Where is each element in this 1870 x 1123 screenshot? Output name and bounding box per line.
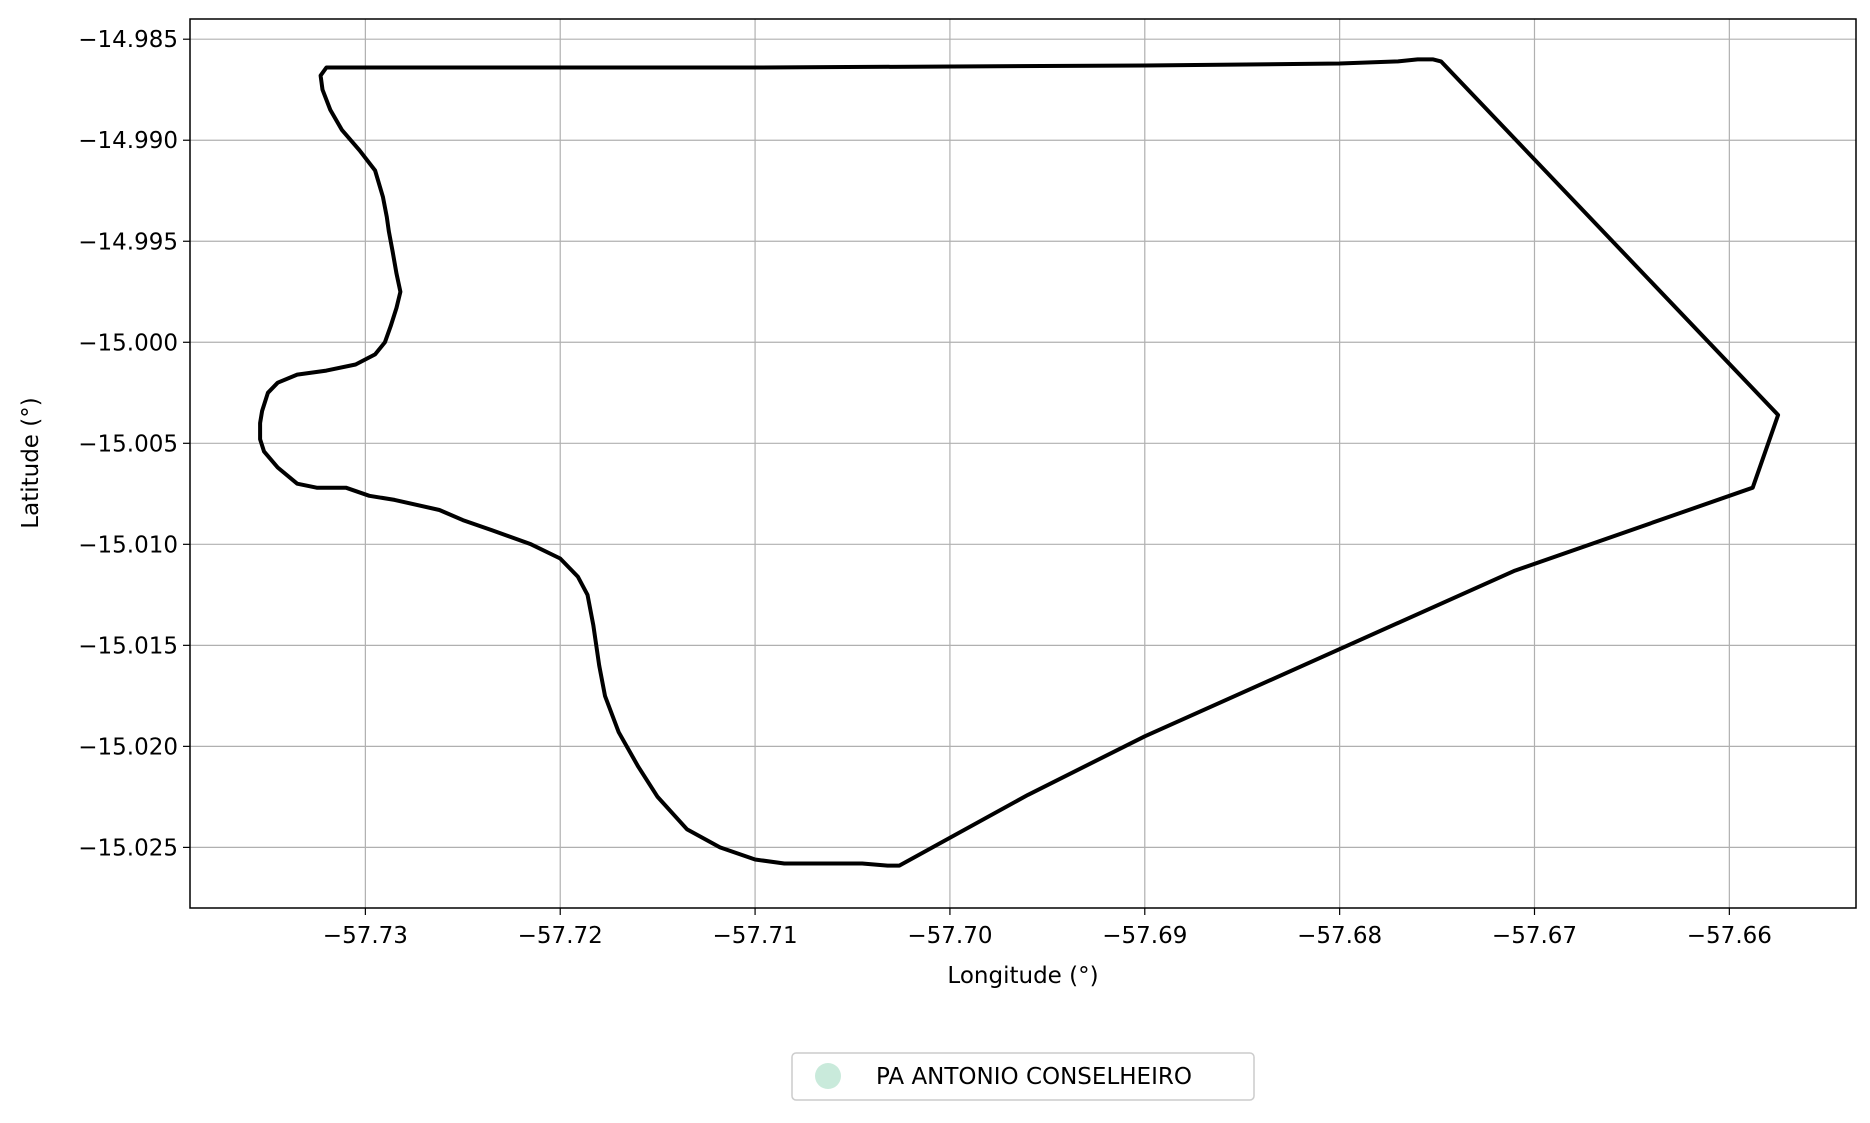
y-tick-label: −15.020 xyxy=(78,734,178,760)
boundary-outline xyxy=(258,57,1781,868)
y-tick-label: −15.000 xyxy=(78,330,178,356)
x-tick-label: −57.70 xyxy=(907,923,992,949)
y-axis-ticks: −14.985 −14.990 −14.995 −15.000 −15.005 −15.0… xyxy=(78,27,190,861)
y-tick-label: −14.995 xyxy=(78,229,178,255)
plot-frame xyxy=(189,18,1857,909)
legend: PA ANTONIO CONSELHEIRO xyxy=(791,1052,1255,1101)
legend-box xyxy=(791,1052,1255,1101)
x-tick-label: −57.72 xyxy=(518,923,603,949)
x-tick-label: −57.73 xyxy=(323,923,408,949)
y-tick-label: −14.985 xyxy=(78,27,178,53)
x-tick-label: −57.66 xyxy=(1687,923,1772,949)
x-axis-label: Longitude (°) xyxy=(947,963,1098,989)
y-tick-label: −15.015 xyxy=(78,633,178,659)
y-tick-label: −15.010 xyxy=(78,532,178,558)
legend-label: PA ANTONIO CONSELHEIRO xyxy=(876,1064,1192,1090)
grid-lines xyxy=(190,19,1856,908)
y-axis-label: Latitude (°) xyxy=(18,397,44,528)
legend-marker xyxy=(815,1063,841,1089)
y-tick-label: −15.005 xyxy=(78,431,178,457)
x-tick-label: −57.68 xyxy=(1297,923,1382,949)
y-tick-label: −14.990 xyxy=(78,128,178,154)
x-tick-label: −57.69 xyxy=(1102,923,1187,949)
x-axis-ticks: −57.73 −57.72 −57.71 −57.70 −57.69 −57.68 −57.… xyxy=(323,908,1772,949)
x-tick-label: −57.67 xyxy=(1492,923,1577,949)
y-tick-label: −15.025 xyxy=(78,835,178,861)
boundary-layer xyxy=(258,57,1781,868)
x-tick-label: −57.71 xyxy=(713,923,798,949)
